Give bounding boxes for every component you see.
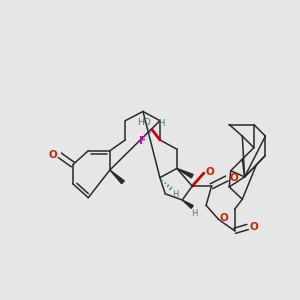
Text: HO: HO (137, 118, 151, 127)
Polygon shape (182, 200, 193, 208)
Text: O: O (250, 222, 259, 232)
Text: H: H (172, 190, 178, 199)
Text: H: H (191, 208, 198, 217)
Polygon shape (110, 170, 124, 184)
Text: O: O (229, 173, 238, 184)
Text: O: O (49, 150, 58, 160)
Text: F: F (139, 136, 146, 146)
Text: H: H (158, 119, 165, 128)
Polygon shape (177, 168, 193, 178)
Text: O: O (205, 167, 214, 176)
Text: O: O (220, 213, 229, 223)
